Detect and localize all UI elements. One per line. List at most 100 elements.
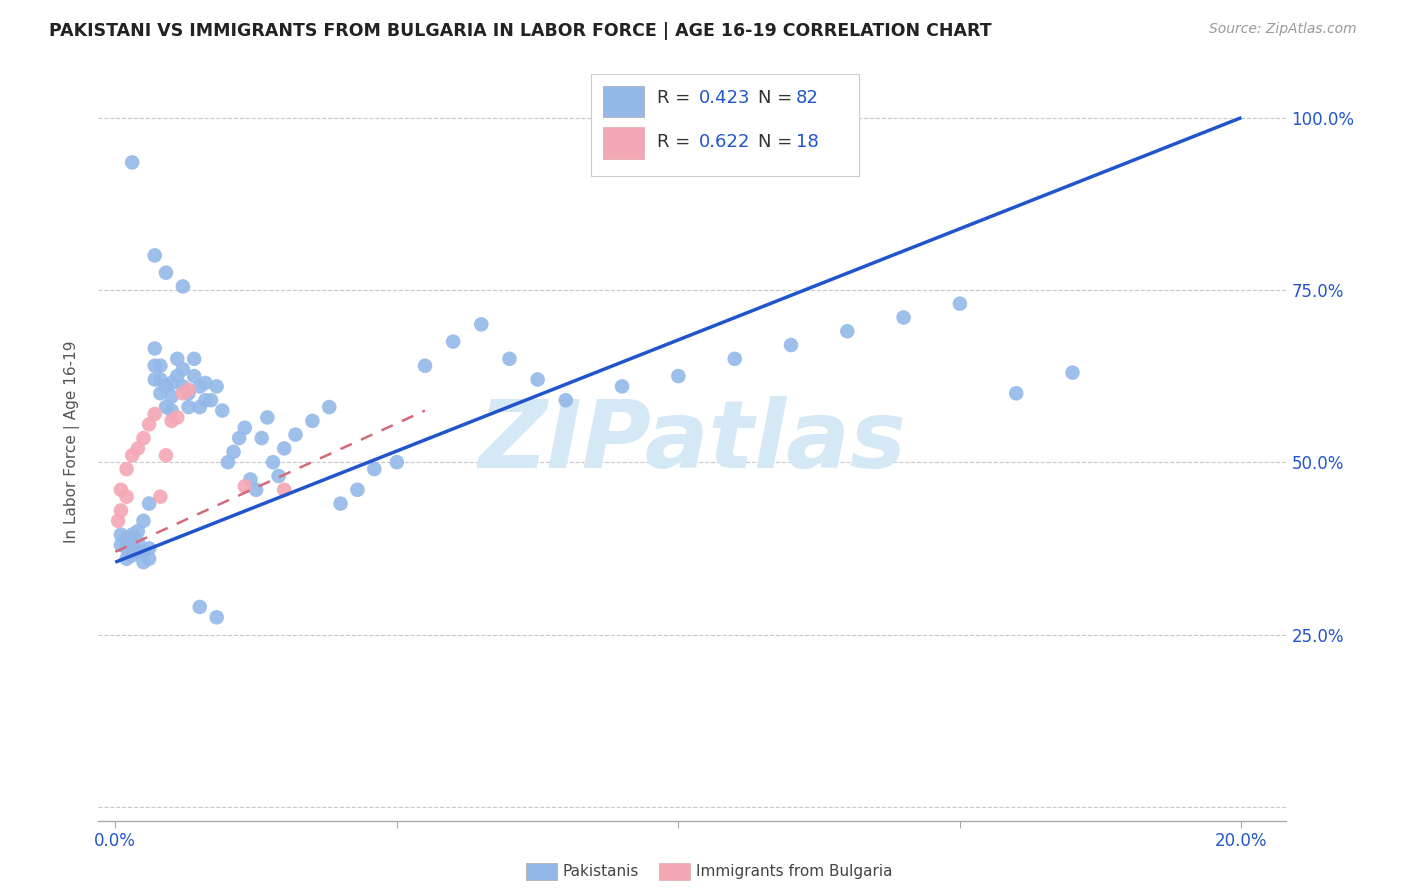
FancyBboxPatch shape [603, 86, 644, 117]
Point [127, 545, 149, 559]
Point [177, 386, 200, 401]
Text: 0.622: 0.622 [699, 133, 749, 151]
Point [166, 351, 188, 366]
Text: R =: R = [657, 133, 696, 151]
Point [273, 442, 295, 456]
Point [127, 442, 149, 456]
Point [222, 445, 245, 459]
Point [233, 421, 256, 435]
Point [205, 379, 228, 393]
Point [318, 400, 340, 414]
Point [149, 372, 172, 386]
Text: Source: ZipAtlas.com: Source: ZipAtlas.com [1209, 22, 1357, 37]
Point [610, 379, 633, 393]
Point [110, 527, 132, 541]
Point [155, 379, 177, 393]
Point [498, 351, 520, 366]
Point [138, 417, 160, 432]
Point [166, 369, 188, 384]
Point [526, 372, 548, 386]
Point [413, 359, 436, 373]
Point [121, 538, 143, 552]
Point [115, 551, 138, 566]
Y-axis label: In Labor Force | Age 16-19: In Labor Force | Age 16-19 [63, 340, 80, 543]
Point [160, 390, 183, 404]
Text: ZIPatlas: ZIPatlas [478, 395, 907, 488]
Point [188, 599, 211, 614]
Point [155, 448, 177, 462]
Point [177, 383, 200, 397]
Point [1005, 386, 1028, 401]
Point [121, 548, 143, 563]
Text: 18: 18 [796, 133, 818, 151]
Point [155, 400, 177, 414]
Point [143, 372, 166, 386]
Point [301, 414, 323, 428]
Point [149, 386, 172, 401]
Point [780, 338, 803, 352]
Point [273, 483, 295, 497]
Point [441, 334, 464, 349]
Text: N =: N = [758, 89, 797, 107]
Point [177, 400, 200, 414]
Point [239, 473, 262, 487]
Point [107, 514, 129, 528]
Point [217, 455, 239, 469]
Point [143, 342, 166, 356]
Text: R =: R = [657, 89, 696, 107]
Text: Immigrants from Bulgaria: Immigrants from Bulgaria [696, 864, 893, 879]
Point [256, 410, 278, 425]
Point [188, 379, 211, 393]
Point [205, 610, 228, 624]
Point [172, 362, 194, 376]
Point [363, 462, 385, 476]
Point [1062, 366, 1084, 380]
Point [245, 483, 267, 497]
Point [149, 490, 172, 504]
Point [172, 386, 194, 401]
Point [949, 296, 972, 310]
Text: N =: N = [758, 133, 797, 151]
Point [121, 448, 143, 462]
FancyBboxPatch shape [592, 74, 859, 177]
Point [143, 359, 166, 373]
Point [160, 403, 183, 417]
Point [127, 524, 149, 538]
Point [183, 369, 205, 384]
Point [110, 483, 132, 497]
Point [115, 462, 138, 476]
Point [284, 427, 307, 442]
Point [188, 400, 211, 414]
Point [143, 407, 166, 421]
Point [385, 455, 408, 469]
Text: 82: 82 [796, 89, 818, 107]
Point [724, 351, 747, 366]
Point [110, 503, 132, 517]
Point [138, 551, 160, 566]
Point [233, 479, 256, 493]
Point [329, 497, 352, 511]
FancyBboxPatch shape [603, 128, 644, 159]
Point [155, 266, 177, 280]
Point [194, 393, 217, 408]
Point [250, 431, 273, 445]
Point [138, 497, 160, 511]
Text: 0.423: 0.423 [699, 89, 749, 107]
Point [132, 514, 155, 528]
Point [121, 155, 143, 169]
Point [172, 379, 194, 393]
Point [267, 469, 290, 483]
Point [160, 376, 183, 390]
Point [228, 431, 250, 445]
Point [262, 455, 284, 469]
Text: PAKISTANI VS IMMIGRANTS FROM BULGARIA IN LABOR FORCE | AGE 16-19 CORRELATION CHA: PAKISTANI VS IMMIGRANTS FROM BULGARIA IN… [49, 22, 991, 40]
Point [211, 403, 233, 417]
Point [194, 376, 217, 390]
Text: Pakistanis: Pakistanis [562, 864, 638, 879]
Point [149, 359, 172, 373]
Point [893, 310, 915, 325]
Point [666, 369, 689, 384]
Point [110, 538, 132, 552]
Point [127, 534, 149, 549]
Point [346, 483, 368, 497]
